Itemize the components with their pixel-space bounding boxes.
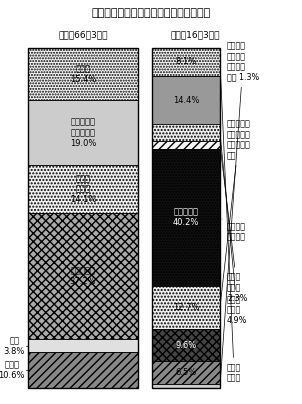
Text: 卸売・小売
業，飲食店
19.0%: 卸売・小売 業，飲食店 19.0% <box>70 118 96 147</box>
Bar <box>152 124 220 141</box>
Bar <box>152 76 220 124</box>
Text: 9.6%: 9.6% <box>175 341 197 349</box>
Text: 医療，福祉
40.2%: 医療，福祉 40.2% <box>173 208 199 227</box>
Text: 6.5%: 6.5% <box>175 368 197 377</box>
Bar <box>28 48 138 388</box>
Bar <box>152 362 220 383</box>
Text: 製造業
15.4%: 製造業 15.4% <box>70 65 96 84</box>
Text: サービス業
37.2%: サービス業 37.2% <box>70 267 96 286</box>
Text: 14.4%: 14.4% <box>173 95 199 105</box>
Text: その他
10.6%: その他 10.6% <box>0 361 25 380</box>
Bar <box>152 48 220 76</box>
Text: （平成66年3月）: （平成66年3月） <box>58 30 108 40</box>
Text: 8.1%: 8.1% <box>175 57 197 66</box>
Bar <box>152 48 220 388</box>
Bar <box>28 352 138 388</box>
Bar <box>152 149 220 286</box>
Text: 金融・
保険業
4.9%: 金融・ 保険業 4.9% <box>220 136 247 325</box>
Text: 教育，学
習支援業: 教育，学 習支援業 <box>222 219 246 241</box>
Text: 飲食・
宿泊業
2.3%: 飲食・ 宿泊業 2.3% <box>220 148 247 303</box>
Text: 12.7%: 12.7% <box>173 303 199 312</box>
Text: 図１５　産業別就職者数の比率（本科）: 図１５ 産業別就職者数の比率（本科） <box>92 8 210 18</box>
Text: 公務（他
に分類さ
れないも
の） 1.3%: 公務（他 に分類さ れないも の） 1.3% <box>220 42 259 383</box>
Bar <box>152 383 220 388</box>
Bar <box>28 213 138 339</box>
Text: 公務
3.8%: 公務 3.8% <box>4 336 25 356</box>
Text: 卸売・
小売業: 卸売・ 小売業 <box>220 65 241 383</box>
Bar <box>152 329 220 362</box>
Bar <box>28 100 138 165</box>
Text: （平成16年3月）: （平成16年3月） <box>170 30 220 40</box>
Bar <box>28 48 138 100</box>
Bar <box>152 141 220 149</box>
Bar <box>28 165 138 213</box>
Bar <box>152 286 220 329</box>
Text: サービス業
（他に分類
されないも
の）: サービス業 （他に分類 されないも の） <box>220 120 251 305</box>
Bar <box>28 339 138 352</box>
Text: 金融・
保険業
14.1%: 金融・ 保険業 14.1% <box>70 174 96 204</box>
